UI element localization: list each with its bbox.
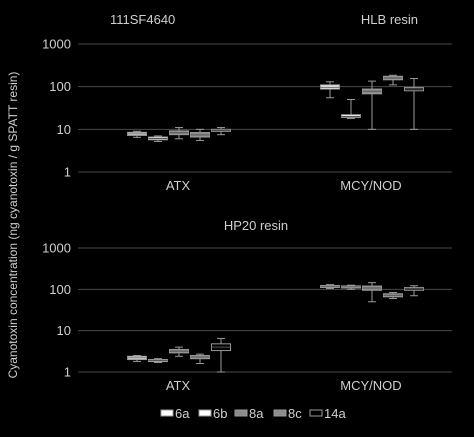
y-tick-label: 1 [64, 365, 71, 380]
legend-item-8c: 8c [273, 406, 302, 421]
category-label: ATX [166, 178, 191, 193]
box-atx-8c [190, 353, 210, 365]
box-atx-14a [211, 127, 231, 136]
box-atx-6a [127, 130, 147, 138]
y-tick-label: 1000 [42, 37, 71, 52]
legend-item-14a: 14a [309, 406, 346, 421]
box-mcynod-6b [341, 284, 361, 290]
box-atx-8c [190, 128, 210, 141]
panel-bottom: 1 10 100 1000 HP20 resin ATX MCY/NOD [42, 218, 452, 393]
category-label: MCY/NOD [340, 178, 401, 193]
panel-label: HP20 resin [224, 218, 288, 233]
box-atx-6b [148, 135, 168, 142]
legend-label: 14a [324, 406, 346, 421]
box-mcynod-8a [362, 282, 382, 303]
box-mcynod-6a [320, 81, 340, 99]
legend-swatch [198, 409, 212, 417]
box-atx-6b [148, 358, 168, 363]
legend-item-8a: 8a [234, 406, 264, 421]
y-tick-label: 10 [57, 323, 71, 338]
box-atx-8a [169, 127, 189, 140]
y-tick-label: 100 [49, 282, 71, 297]
legend-label: 8c [288, 406, 302, 421]
y-tick-label: 1000 [42, 241, 71, 256]
legend-swatch [160, 409, 174, 417]
legend-item-6b: 6b [198, 406, 227, 421]
box-mcynod-14a [404, 78, 424, 130]
panel-label: HLB resin [361, 12, 418, 27]
legend-swatch [234, 409, 248, 417]
y-tick-label: 1 [64, 165, 71, 180]
box-mcynod-8a [362, 80, 382, 130]
category-label: ATX [166, 378, 191, 393]
legend-item-6a: 6a [160, 406, 190, 421]
box-atx-6a [127, 355, 147, 362]
box-mcynod-6a [320, 284, 340, 289]
box-atx-14a [211, 337, 231, 373]
legend-label: 8a [249, 406, 264, 421]
y-tick-label: 100 [49, 79, 71, 94]
box-atx-8a [169, 346, 189, 357]
legend-swatch [273, 409, 287, 417]
legend-label: 6b [213, 406, 227, 421]
legend-swatch [309, 409, 323, 417]
box-mcynod-8c [383, 74, 403, 86]
box-mcynod-14a [404, 285, 424, 297]
legend: 6a 6b 8a 8c 14a [160, 406, 346, 421]
y-tick-label: 10 [57, 122, 71, 137]
panel-top: 1 10 100 1000 111SF4640 HLB resin ATX MCY/NOD [42, 12, 452, 193]
box-mcynod-8c [383, 291, 403, 300]
y-axis-label: Cyanotoxin concentration (ng cyanotoxin … [6, 72, 20, 379]
category-label: MCY/NOD [340, 378, 401, 393]
panel-label: 111SF4640 [110, 12, 175, 27]
box-mcynod-6b [341, 99, 361, 119]
legend-label: 6a [175, 406, 190, 421]
